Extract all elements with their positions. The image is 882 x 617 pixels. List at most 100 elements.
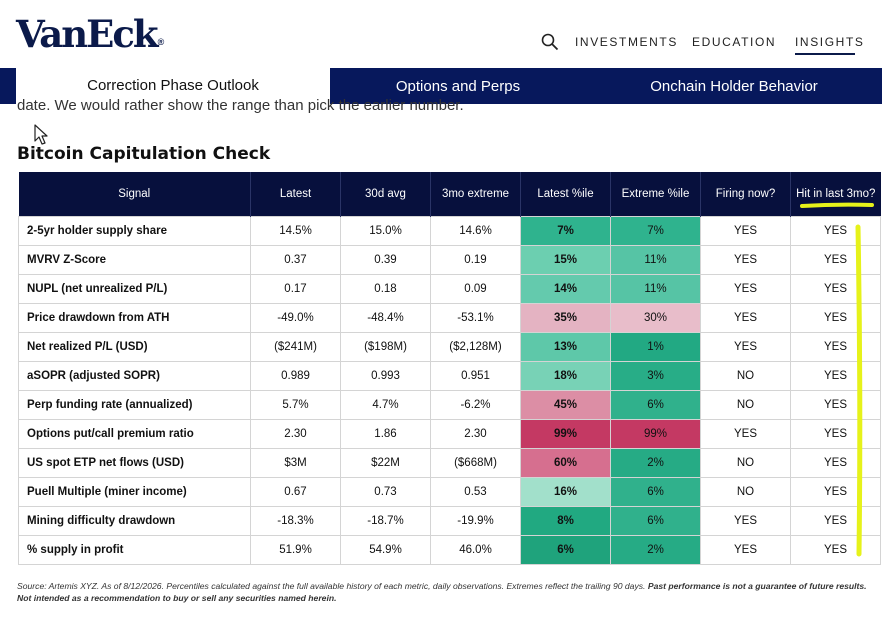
cell-latest-percentile: 35% — [520, 302, 611, 333]
cell-30d-avg: 0.18 — [340, 273, 431, 304]
header-extreme-percentile[interactable]: Extreme %ile — [610, 172, 701, 216]
cell-firing-now: YES — [700, 505, 791, 536]
cell-signal: Puell Multiple (miner income) — [18, 476, 251, 507]
cell-30d-avg: 0.993 — [340, 360, 431, 391]
cursor-arrow-icon — [34, 124, 48, 145]
cell-3mo-extreme: 2.30 — [430, 418, 521, 449]
cell-signal: MVRV Z-Score — [18, 244, 251, 275]
cell-hit-last-3mo: YES — [790, 418, 881, 449]
cell-30d-avg: $22M — [340, 447, 431, 478]
cell-latest: $3M — [250, 447, 341, 478]
cell-latest-percentile: 7% — [520, 215, 611, 246]
cell-extreme-percentile: 6% — [610, 476, 701, 507]
cell-latest: 0.67 — [250, 476, 341, 507]
cell-hit-last-3mo: YES — [790, 389, 881, 420]
header-hit-last-3mo[interactable]: Hit in last 3mo? — [790, 172, 881, 216]
cell-firing-now: YES — [700, 302, 791, 333]
cell-3mo-extreme: 0.19 — [430, 244, 521, 275]
cell-30d-avg: -48.4% — [340, 302, 431, 333]
cell-latest-percentile: 60% — [520, 447, 611, 478]
table-row: Price drawdown from ATH -49.0% -48.4% -53.1… — [18, 302, 881, 333]
cell-latest-percentile: 8% — [520, 505, 611, 536]
cell-3mo-extreme: 0.09 — [430, 273, 521, 304]
nav-education[interactable]: EDUCATION — [692, 35, 777, 49]
cell-extreme-percentile: 99% — [610, 418, 701, 449]
cell-3mo-extreme: -19.9% — [430, 505, 521, 536]
cell-3mo-extreme: 46.0% — [430, 534, 521, 565]
tab-options-and-perps[interactable]: Options and Perps — [395, 77, 521, 95]
cell-signal: US spot ETP net flows (USD) — [18, 447, 251, 478]
section-title: Bitcoin Capitulation Check — [17, 144, 271, 164]
footnote: Source: Artemis XYZ. As of 8/12/2026. Pe… — [17, 580, 877, 604]
highlighter-vertical-mark — [855, 224, 863, 557]
cell-30d-avg: 4.7% — [340, 389, 431, 420]
table-row: US spot ETP net flows (USD) $3M $22M ($668M… — [18, 447, 881, 478]
table-row: Perp funding rate (annualized) 5.7% 4.7% -6… — [18, 389, 881, 420]
header-latest[interactable]: Latest — [250, 172, 341, 216]
capitulation-table: Signal Latest 30d avg 3mo extreme Latest… — [18, 172, 881, 565]
tab-onchain-holder-behavior[interactable]: Onchain Holder Behavior — [650, 77, 818, 95]
cell-extreme-percentile: 11% — [610, 273, 701, 304]
table-row: % supply in profit 51.9% 54.9% 46.0% 6% 2% YES… — [18, 534, 881, 565]
cell-extreme-percentile: 2% — [610, 447, 701, 478]
cell-firing-now: YES — [700, 244, 791, 275]
cell-latest: 0.17 — [250, 273, 341, 304]
cell-latest: -18.3% — [250, 505, 341, 536]
nav-insights[interactable]: INSIGHTS — [795, 35, 865, 49]
cell-signal: Options put/call premium ratio — [18, 418, 251, 449]
search-icon[interactable] — [541, 33, 559, 51]
cell-3mo-extreme: ($2,128M) — [430, 331, 521, 362]
vaneck-logo[interactable]: VanEck® — [16, 12, 164, 56]
cell-hit-last-3mo: YES — [790, 331, 881, 362]
cell-extreme-percentile: 6% — [610, 505, 701, 536]
cell-firing-now: NO — [700, 476, 791, 507]
table-row: Net realized P/L (USD) ($241M) ($198M) ($2,… — [18, 331, 881, 362]
cell-latest: ($241M) — [250, 331, 341, 362]
footnote-source: Source: Artemis XYZ. As of 8/12/2026. Pe… — [17, 581, 646, 591]
cell-3mo-extreme: 14.6% — [430, 215, 521, 246]
cell-latest-percentile: 14% — [520, 273, 611, 304]
table-header-row: Signal Latest 30d avg 3mo extreme Latest… — [18, 172, 881, 216]
table-row: 2-5yr holder supply share 14.5% 15.0% 14.6%… — [18, 215, 881, 246]
cell-extreme-percentile: 1% — [610, 331, 701, 362]
cell-extreme-percentile: 2% — [610, 534, 701, 565]
table-row: Puell Multiple (miner income) 0.67 0.73 0.5… — [18, 476, 881, 507]
cell-3mo-extreme: 0.53 — [430, 476, 521, 507]
cell-30d-avg: -18.7% — [340, 505, 431, 536]
header-3mo-extreme[interactable]: 3mo extreme — [430, 172, 521, 216]
cell-extreme-percentile: 3% — [610, 360, 701, 391]
cell-latest-percentile: 99% — [520, 418, 611, 449]
cell-hit-last-3mo: YES — [790, 505, 881, 536]
cell-signal: 2-5yr holder supply share — [18, 215, 251, 246]
cell-30d-avg: 0.39 — [340, 244, 431, 275]
cell-30d-avg: 1.86 — [340, 418, 431, 449]
nav-investments[interactable]: INVESTMENTS — [575, 35, 678, 49]
table-row: aSOPR (adjusted SOPR) 0.989 0.993 0.951 18% 3… — [18, 360, 881, 391]
header-30d-avg[interactable]: 30d avg — [340, 172, 431, 216]
cell-hit-last-3mo: YES — [790, 302, 881, 333]
cell-hit-last-3mo: YES — [790, 244, 881, 275]
cell-latest: 5.7% — [250, 389, 341, 420]
tab-correction-phase-outlook[interactable]: Correction Phase Outlook — [16, 67, 330, 104]
cell-3mo-extreme: ($668M) — [430, 447, 521, 478]
header-firing-now[interactable]: Firing now? — [700, 172, 791, 216]
cell-firing-now: NO — [700, 447, 791, 478]
cell-latest: 51.9% — [250, 534, 341, 565]
cell-hit-last-3mo: YES — [790, 273, 881, 304]
cell-30d-avg: 54.9% — [340, 534, 431, 565]
cell-latest-percentile: 6% — [520, 534, 611, 565]
cell-signal: Perp funding rate (annualized) — [18, 389, 251, 420]
registered-mark: ® — [157, 37, 165, 47]
cell-signal: Mining difficulty drawdown — [18, 505, 251, 536]
table-row: NUPL (net unrealized P/L) 0.17 0.18 0.09 14%… — [18, 273, 881, 304]
cell-firing-now: YES — [700, 215, 791, 246]
cell-30d-avg: 15.0% — [340, 215, 431, 246]
cell-hit-last-3mo: YES — [790, 476, 881, 507]
header-latest-percentile[interactable]: Latest %ile — [520, 172, 611, 216]
footnote-disclaimer: Past performance is not a guarantee of f… — [17, 581, 867, 603]
cell-latest-percentile: 16% — [520, 476, 611, 507]
clipped-paragraph: date. We would rather show the range tha… — [17, 97, 464, 114]
cell-signal: % supply in profit — [18, 534, 251, 565]
header-signal[interactable]: Signal — [18, 172, 251, 216]
cell-signal: NUPL (net unrealized P/L) — [18, 273, 251, 304]
